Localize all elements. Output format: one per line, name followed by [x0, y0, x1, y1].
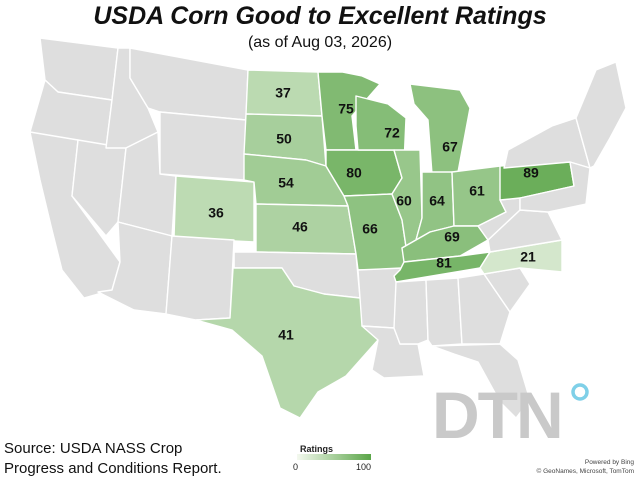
rating-label-oh: 61 [469, 183, 485, 199]
state-njmd [519, 161, 591, 213]
state-fl [431, 343, 531, 419]
state-tx [195, 251, 379, 419]
rating-label-il: 60 [396, 193, 412, 209]
legend-max-label: 100 [356, 462, 372, 472]
rating-label-pa: 89 [523, 165, 539, 181]
rating-label-nc: 21 [520, 249, 536, 265]
state-co [173, 175, 255, 243]
rating-label-ky: 69 [444, 229, 460, 245]
rating-label-nd: 37 [275, 85, 291, 101]
state-ny [503, 117, 591, 169]
map-credit-attribution: © GeoNames, Microsoft, TomTom [536, 468, 635, 475]
state-nm [165, 235, 235, 321]
rating-label-mo: 66 [362, 221, 378, 237]
value-labels-layer: 37 50 54 46 36 41 75 80 66 72 60 67 64 61 69 81 89 21 [208, 85, 539, 343]
rating-label-mn: 75 [338, 101, 354, 117]
state-al [425, 277, 463, 347]
states-layer [29, 37, 627, 419]
state-ms [393, 279, 429, 345]
dtn-logo: DTN [432, 378, 589, 448]
map-subtitle: (as of Aug 03, 2026) [247, 34, 393, 51]
dtn-logo-text: DTN [432, 378, 562, 448]
source-line-2: Progress and Conditions Report. [4, 460, 222, 477]
rating-label-tn: 81 [436, 255, 452, 271]
map-title: USDA Corn Good to Excellent Ratings [93, 2, 547, 30]
rating-label-ia: 80 [346, 165, 362, 181]
state-ne-region [575, 61, 627, 169]
rating-label-mi: 67 [442, 139, 458, 155]
state-ga [457, 273, 511, 345]
rating-label-co: 36 [208, 205, 224, 221]
rating-label-ks: 46 [292, 219, 308, 235]
rating-label-wi: 72 [384, 125, 400, 141]
legend-min-label: 0 [293, 462, 299, 472]
rating-label-tx: 41 [278, 327, 294, 343]
source-note: Source: USDA NASS Crop Progress and Cond… [4, 439, 222, 479]
rating-label-ne: 54 [278, 175, 294, 191]
legend-title: Ratings [300, 444, 334, 454]
map-credit-bing: Powered by Bing [584, 459, 634, 466]
source-line-1: Source: USDA NASS Crop [4, 440, 183, 457]
rating-label-sd: 50 [276, 131, 292, 147]
rating-label-in: 64 [429, 193, 445, 209]
dtn-logo-ring-icon [571, 383, 589, 401]
state-wy [159, 111, 247, 181]
legend-color-ramp [297, 454, 371, 460]
